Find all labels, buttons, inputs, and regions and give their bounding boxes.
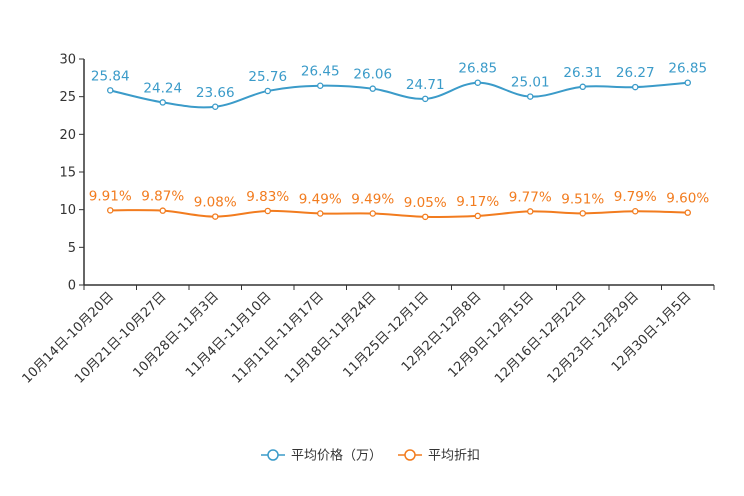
y-tick-label: 5 xyxy=(68,241,76,256)
data-point xyxy=(632,83,639,91)
data-label: 9.91% xyxy=(89,188,132,204)
data-point xyxy=(369,210,376,217)
y-tick-label: 15 xyxy=(59,166,76,181)
x-tick-label: 11月11日-11月17日 xyxy=(230,289,327,386)
series-1: 25.84 24.24 23.66 25.76 26.45 26.06 24.71 26.85… xyxy=(91,61,707,111)
data-label: 9.51% xyxy=(561,191,604,207)
data-point xyxy=(684,209,692,216)
data-point xyxy=(579,210,587,217)
y-tick-label: 25 xyxy=(59,90,76,105)
data-point xyxy=(579,83,587,91)
data-point xyxy=(211,103,219,111)
data-point xyxy=(159,99,166,106)
data-point xyxy=(527,93,534,100)
data-point xyxy=(527,208,534,215)
x-tick-label: 12月16日-12月22日 xyxy=(492,289,589,386)
data-label: 9.60% xyxy=(666,191,709,207)
data-label: 26.85 xyxy=(458,61,497,77)
legend-item-2: 平均折扣 xyxy=(398,449,480,464)
data-label: 23.66 xyxy=(196,85,235,101)
data-label: 9.05% xyxy=(404,195,447,211)
data-label: 9.87% xyxy=(141,189,184,205)
data-point xyxy=(316,210,324,217)
data-point xyxy=(107,207,114,214)
data-label: 26.85 xyxy=(668,61,707,77)
data-point xyxy=(211,213,219,220)
legend-item-1: 平均价格（万） xyxy=(261,448,382,464)
data-label: 26.45 xyxy=(301,64,340,80)
y-tick-label: 10 xyxy=(59,203,76,218)
data-point xyxy=(632,207,639,215)
x-tick-label: 12月23日-12月29日 xyxy=(545,289,642,386)
data-label: 24.71 xyxy=(406,77,445,93)
data-label: 26.31 xyxy=(563,65,602,81)
data-point xyxy=(316,82,324,89)
legend-marker-icon xyxy=(404,449,416,461)
data-point xyxy=(684,79,692,86)
legend-label: 平均折扣 xyxy=(428,449,480,464)
data-label: 25.01 xyxy=(511,75,550,91)
axes: 05101520253010月14日-10月20日10月21日-10月27日10… xyxy=(20,53,715,387)
series-1-line xyxy=(110,81,688,109)
data-point xyxy=(264,207,271,215)
data-label: 9.49% xyxy=(299,192,342,208)
data-point xyxy=(474,212,481,220)
data-label: 9.17% xyxy=(456,194,499,210)
series-2: 9.91% 9.87% 9.08% 9.83% 9.49% 9.49% 9.05% 9.17%… xyxy=(89,188,709,221)
legend: 平均价格（万） 平均折扣 xyxy=(261,448,480,464)
y-tick-label: 20 xyxy=(59,128,76,143)
data-label: 9.83% xyxy=(246,189,289,205)
data-label: 24.24 xyxy=(143,80,182,96)
data-point xyxy=(474,79,481,86)
data-label: 25.76 xyxy=(248,69,287,85)
data-point xyxy=(159,207,166,214)
data-label: 25.84 xyxy=(91,68,130,84)
data-label: 9.77% xyxy=(509,189,552,205)
series-layer: 25.84 24.24 23.66 25.76 26.45 26.06 24.71 26.85… xyxy=(89,61,709,221)
data-point xyxy=(421,213,429,221)
data-label: 26.06 xyxy=(353,67,392,83)
x-tick-label: 10月21日-10月27日 xyxy=(72,289,169,386)
y-tick-label: 0 xyxy=(68,279,76,294)
data-point xyxy=(264,87,271,95)
data-label: 26.27 xyxy=(616,65,655,81)
series-2-line xyxy=(110,209,688,219)
x-tick-label: 10月14日-10月20日 xyxy=(20,289,117,386)
data-label: 9.79% xyxy=(614,189,657,205)
data-label: 9.08% xyxy=(194,195,237,211)
legend-label: 平均价格（万） xyxy=(291,448,382,464)
legend-marker-icon xyxy=(267,449,279,461)
data-point xyxy=(369,85,376,92)
y-tick-label: 30 xyxy=(59,53,76,68)
data-label: 9.49% xyxy=(351,192,394,208)
data-point xyxy=(421,95,429,103)
data-point xyxy=(107,87,114,94)
x-tick-label: 11月18日-11月24日 xyxy=(282,289,379,386)
